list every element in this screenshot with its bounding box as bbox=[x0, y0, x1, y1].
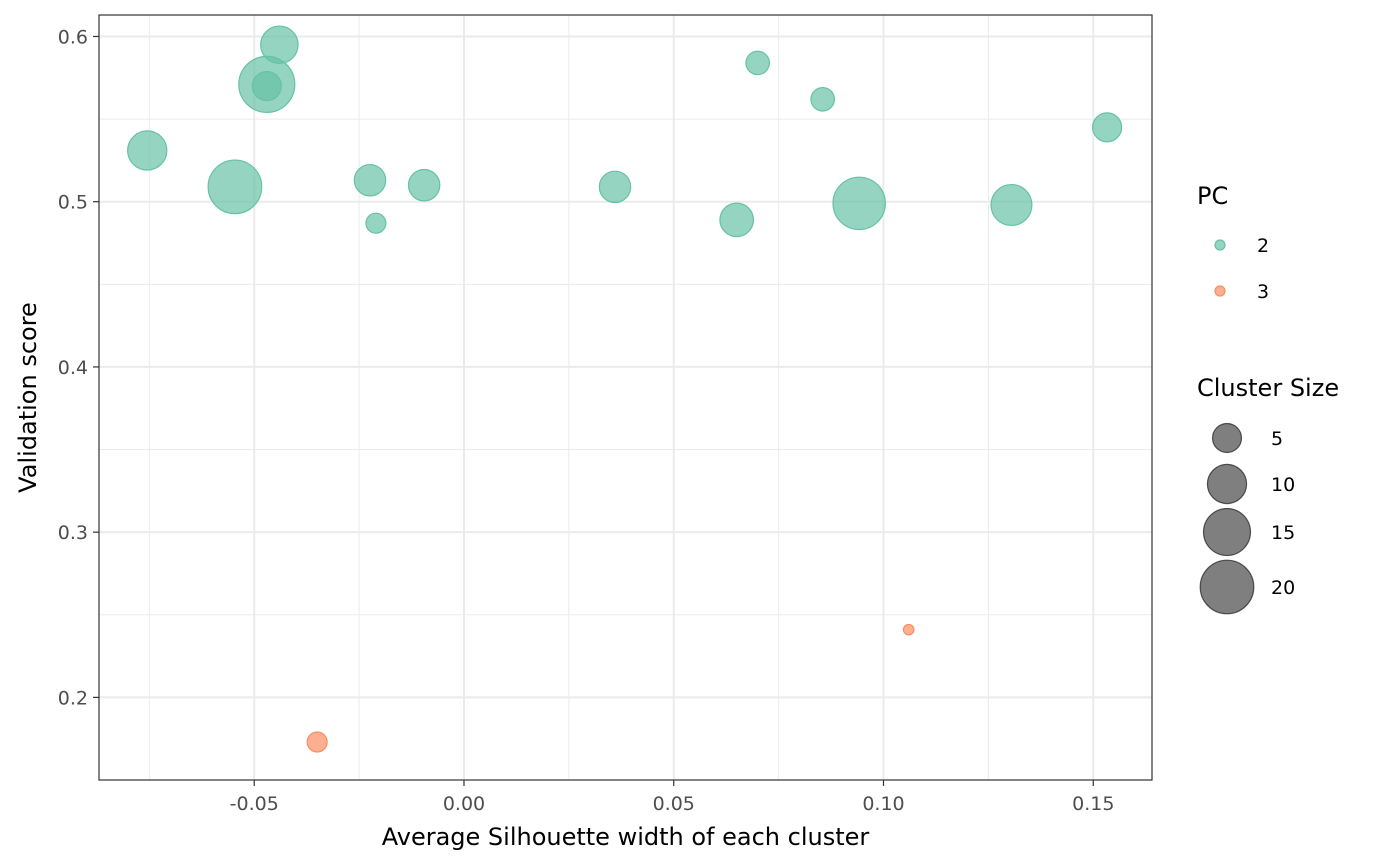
legend-size-label: 20 bbox=[1271, 577, 1295, 599]
legend-size-entries: 5 10 15 20 bbox=[1199, 422, 1295, 615]
y-axis-title: Validation score bbox=[14, 302, 42, 493]
data-points bbox=[127, 25, 1123, 753]
data-point-pc-3 bbox=[306, 731, 328, 753]
y-axis-ticks: 0.2 0.3 0.4 0.5 0.6 bbox=[58, 26, 99, 709]
legend-size-key bbox=[1206, 463, 1248, 505]
y-tick-label: 0.6 bbox=[58, 26, 88, 48]
data-point-pc-2 bbox=[127, 130, 168, 171]
x-axis-title: Average Silhouette width of each cluster bbox=[382, 823, 870, 851]
data-point-pc-2 bbox=[207, 159, 263, 215]
x-tick-label: 0.00 bbox=[443, 793, 485, 815]
legend-color-label: 3 bbox=[1257, 281, 1269, 303]
x-tick-label: 0.10 bbox=[862, 793, 904, 815]
x-tick-label: 0.05 bbox=[653, 793, 695, 815]
legend-size-label: 5 bbox=[1271, 428, 1283, 450]
data-point-pc-2 bbox=[719, 202, 755, 238]
plot-border bbox=[98, 14, 1153, 781]
data-point-pc-2 bbox=[407, 168, 441, 202]
legend-size-key bbox=[1202, 507, 1252, 557]
data-point-pc-3 bbox=[902, 623, 915, 636]
data-point-pc-2 bbox=[1092, 112, 1123, 143]
y-tick-label: 0.4 bbox=[58, 357, 88, 379]
legend-color-entries: 23 bbox=[1214, 235, 1269, 303]
y-tick-label: 0.5 bbox=[58, 192, 88, 214]
data-point-pc-2 bbox=[260, 25, 299, 65]
data-point-pc-2 bbox=[353, 163, 387, 197]
x-tick-label: 0.15 bbox=[1072, 793, 1114, 815]
legend-color-key bbox=[1214, 239, 1226, 251]
legend-color-label: 2 bbox=[1257, 235, 1269, 257]
data-point-pc-2 bbox=[990, 183, 1033, 227]
legend-size-label: 15 bbox=[1271, 522, 1295, 544]
y-tick-label: 0.2 bbox=[58, 687, 88, 709]
data-point-pc-2 bbox=[251, 70, 282, 102]
legend-size-label: 10 bbox=[1271, 474, 1295, 496]
legend-size-key bbox=[1199, 559, 1255, 615]
legend-size-key bbox=[1211, 422, 1243, 454]
data-point-pc-2 bbox=[810, 86, 836, 112]
data-point-pc-2 bbox=[832, 176, 886, 231]
plot-background bbox=[99, 15, 1152, 780]
data-point-pc-2 bbox=[365, 212, 387, 234]
data-point-pc-2 bbox=[745, 50, 770, 76]
x-tick-label: -0.05 bbox=[230, 793, 279, 815]
legend-size-title: Cluster Size bbox=[1197, 374, 1339, 402]
legend-color-title: PC bbox=[1197, 182, 1228, 210]
y-tick-label: 0.3 bbox=[58, 522, 88, 544]
major-gridlines bbox=[99, 15, 1152, 780]
data-point-pc-2 bbox=[598, 170, 632, 204]
x-axis-ticks: -0.05 0.00 0.05 0.10 0.15 bbox=[230, 780, 1114, 815]
legend-color-key bbox=[1214, 285, 1226, 297]
